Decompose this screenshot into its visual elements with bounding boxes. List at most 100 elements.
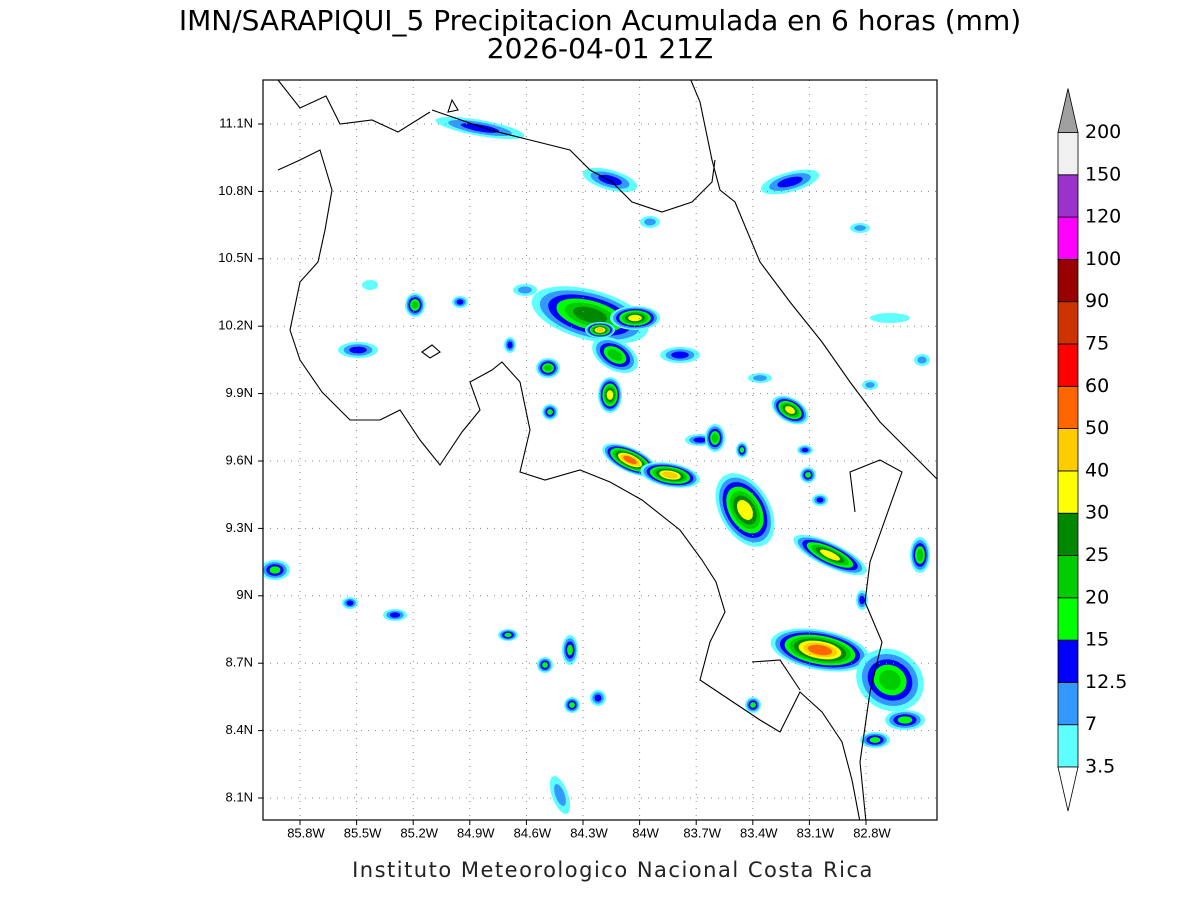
precip-cell xyxy=(592,336,638,374)
colorbar-label: 20 xyxy=(1085,586,1109,608)
precip-contour xyxy=(346,600,354,606)
precip-contour xyxy=(897,716,913,724)
precip-contour xyxy=(349,346,367,354)
precip-contour xyxy=(736,500,754,520)
precip-contour xyxy=(507,341,513,349)
precip-cell xyxy=(800,467,816,483)
precip-cell xyxy=(537,657,553,673)
colorbar-label: 25 xyxy=(1085,544,1109,566)
lon-tick-label: 85.8W xyxy=(287,825,325,840)
lat-tick-label: 9N xyxy=(236,587,253,602)
colorbar-label: 50 xyxy=(1085,417,1109,439)
precip-contour xyxy=(869,737,881,743)
precip-cell xyxy=(856,590,868,610)
coastlines xyxy=(277,80,937,820)
precip-cell xyxy=(660,347,700,363)
colorbar-label: 30 xyxy=(1085,502,1109,524)
precip-contour xyxy=(544,364,552,372)
precip-contour xyxy=(269,566,281,574)
lon-tick-label: 83.4W xyxy=(740,825,778,840)
precip-cell xyxy=(342,597,358,609)
precip-cell xyxy=(760,169,820,195)
lat-tick-label: 10.5N xyxy=(218,250,253,265)
precip-contour xyxy=(854,225,866,231)
precip-field xyxy=(263,116,930,814)
precip-cell xyxy=(860,732,890,748)
coastline xyxy=(421,98,801,691)
lon-tick-label: 83.1W xyxy=(797,825,835,840)
lat-tick-label: 9.3N xyxy=(226,520,253,535)
colorbar-label: 200 xyxy=(1085,121,1121,143)
precip-contour xyxy=(785,406,795,414)
precip-contour xyxy=(777,176,803,188)
precip-contour xyxy=(870,313,910,323)
precip-contour xyxy=(554,784,566,806)
colorbar-box xyxy=(1057,682,1079,726)
precip-contour xyxy=(693,437,707,443)
precip-cell xyxy=(850,223,870,233)
colorbar-label: 100 xyxy=(1085,248,1121,270)
precip-cell xyxy=(590,690,606,706)
precip-contour xyxy=(389,612,401,618)
lat-tick-label: 9.9N xyxy=(226,385,253,400)
axis-labels: 11.1N 10.8N 10.5N 10.2N 9.9N 9.6N 9.3N 9N 8.7N 8.… xyxy=(218,115,891,840)
colorbar-box xyxy=(1057,470,1079,514)
precip-cell xyxy=(610,306,660,330)
precip-cell xyxy=(549,776,571,814)
border xyxy=(849,459,903,820)
lon-tick-label: 83.7W xyxy=(683,825,721,840)
colorbar: 3.5 7 12.5 15 20 25 30 40 50 60 75 90 100 120 150 200 xyxy=(1057,88,1127,812)
precip-contour xyxy=(739,447,745,453)
precip-cell xyxy=(362,280,378,290)
precip-cell xyxy=(405,293,425,317)
colorbar-box xyxy=(1057,132,1079,176)
precip-contour xyxy=(807,644,833,656)
lat-tick-label: 8.7N xyxy=(226,655,253,670)
precip-cell xyxy=(797,445,813,455)
precip-contour xyxy=(859,595,865,605)
precip-contour xyxy=(504,632,512,638)
lon-tick-label: 85.2W xyxy=(400,825,438,840)
precip-cell xyxy=(870,313,910,323)
grid xyxy=(263,80,937,820)
colorbar-box xyxy=(1057,428,1079,472)
precip-contour xyxy=(917,356,927,364)
colorbar-box xyxy=(1057,724,1079,768)
precip-contour xyxy=(805,472,811,478)
colorbar-label: 60 xyxy=(1085,375,1109,397)
precip-contour xyxy=(623,455,637,465)
precip-contour xyxy=(865,382,875,388)
colorbar-box xyxy=(1057,512,1079,556)
precip-contour xyxy=(594,694,602,702)
colorbar-label: 90 xyxy=(1085,290,1109,312)
precip-cell xyxy=(498,629,518,641)
precip-cell xyxy=(585,322,615,338)
precip-contour xyxy=(628,314,642,322)
lat-tick-label: 10.8N xyxy=(218,183,253,198)
precip-contour xyxy=(567,644,573,656)
lon-tick-label: 82.8W xyxy=(853,825,891,840)
precip-contour xyxy=(572,306,608,324)
colorbar-box xyxy=(1057,639,1079,683)
coastline xyxy=(277,149,861,820)
footer: Instituto Meteorologico Nacional Costa R… xyxy=(352,858,874,882)
precip-contour xyxy=(547,409,553,415)
lon-tick-label: 84W xyxy=(632,825,659,840)
lat-tick-label: 11.1N xyxy=(219,115,253,130)
precip-contour xyxy=(820,549,840,561)
colorbar-box xyxy=(1057,258,1079,303)
precip-contour xyxy=(596,327,604,333)
subtitle: 2026-04-01 21Z xyxy=(487,32,713,65)
colorbar-label: 7 xyxy=(1085,713,1097,735)
precip-cell xyxy=(885,710,925,730)
colorbar-box xyxy=(1057,343,1079,387)
lat-tick-label: 10.2N xyxy=(218,318,253,333)
colorbar-box xyxy=(1057,385,1079,429)
precip-contour xyxy=(662,471,678,479)
colorbar-over xyxy=(1057,88,1079,133)
colorbar-label: 150 xyxy=(1085,163,1121,185)
precip-cell xyxy=(640,462,700,488)
precip-contour xyxy=(711,433,719,443)
lon-tick-label: 85.5W xyxy=(344,825,382,840)
colorbar-label: 3.5 xyxy=(1085,756,1115,778)
